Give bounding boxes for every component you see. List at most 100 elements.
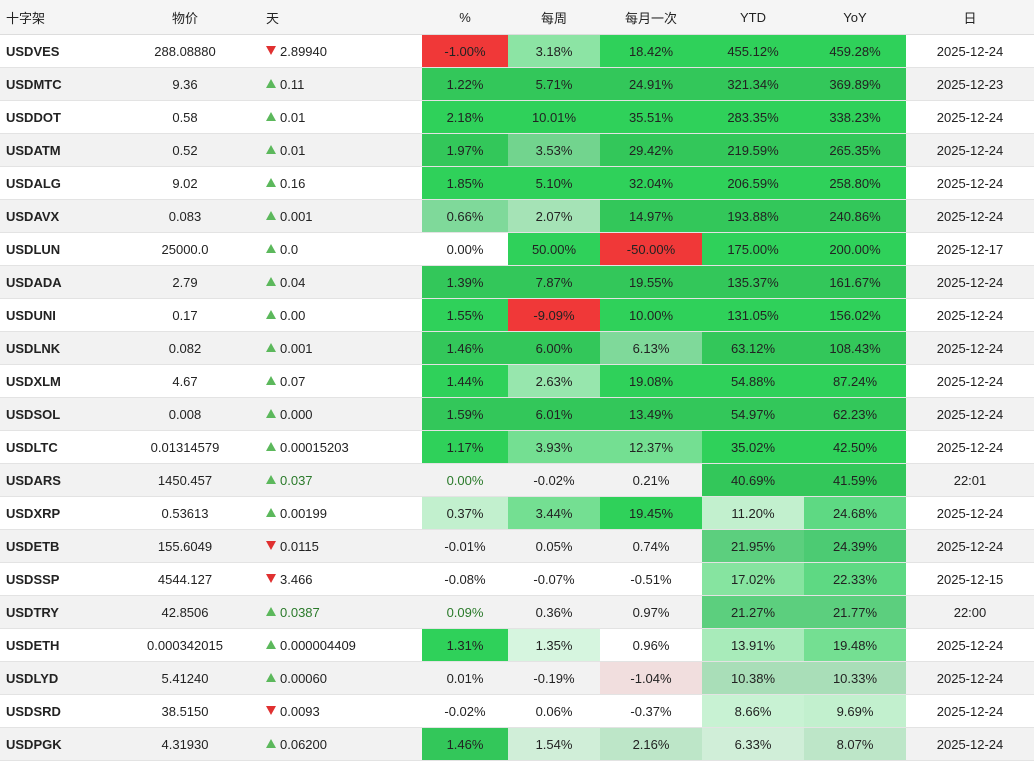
table-row[interactable]: USDPGK 4.31930 0.06200 1.46% 1.54% 2.16% 6.33%… bbox=[0, 727, 1034, 761]
arrow-up-icon bbox=[266, 639, 276, 649]
cell-ytd: 10.38% bbox=[702, 661, 804, 695]
table-row[interactable]: USDDOT 0.58 0.01 2.18% 10.01% 35.51% 283.35% 33… bbox=[0, 100, 1034, 134]
cell-date: 2025-12-23 bbox=[906, 67, 1034, 101]
cell-symbol[interactable]: USDLYD bbox=[0, 661, 110, 695]
table-row[interactable]: USDSOL 0.008 0.000 1.59% 6.01% 13.49% 54.97% 62… bbox=[0, 397, 1034, 431]
cell-day-change: 0.01 bbox=[260, 133, 422, 167]
cell-symbol[interactable]: USDLTC bbox=[0, 430, 110, 464]
header-day[interactable]: 天 bbox=[260, 0, 422, 35]
cell-weekly: 5.10% bbox=[508, 166, 600, 200]
header-yoy[interactable]: YoY bbox=[804, 0, 906, 35]
arrow-up-icon bbox=[266, 408, 276, 418]
cell-symbol[interactable]: USDDOT bbox=[0, 100, 110, 134]
cell-yoy: 24.39% bbox=[804, 529, 906, 563]
header-date[interactable]: 日 bbox=[906, 0, 1034, 35]
table-row[interactable]: USDETB 155.6049 0.0115 -0.01% 0.05% 0.74% 21.9… bbox=[0, 529, 1034, 563]
cell-price: 4544.127 bbox=[110, 562, 260, 596]
table-row[interactable]: USDAVX 0.083 0.001 0.66% 2.07% 14.97% 193.88% 2… bbox=[0, 199, 1034, 233]
cell-price: 155.6049 bbox=[110, 529, 260, 563]
cell-ytd: 63.12% bbox=[702, 331, 804, 365]
arrow-up-icon bbox=[266, 507, 276, 517]
cell-weekly: 3.53% bbox=[508, 133, 600, 167]
cell-percent: 1.17% bbox=[422, 430, 508, 464]
cell-weekly: 2.63% bbox=[508, 364, 600, 398]
cell-ytd: 8.66% bbox=[702, 694, 804, 728]
table-row[interactable]: USDADA 2.79 0.04 1.39% 7.87% 19.55% 135.37% 161… bbox=[0, 265, 1034, 299]
cell-percent: -0.08% bbox=[422, 562, 508, 596]
arrow-down-icon bbox=[266, 705, 276, 715]
table-row[interactable]: USDXRP 0.53613 0.00199 0.37% 3.44% 19.45% 11.2… bbox=[0, 496, 1034, 530]
cell-weekly: 1.35% bbox=[508, 628, 600, 662]
table-row[interactable]: USDXLM 4.67 0.07 1.44% 2.63% 19.08% 54.88% 87.2… bbox=[0, 364, 1034, 398]
cell-symbol[interactable]: USDXLM bbox=[0, 364, 110, 398]
cell-ytd: 455.12% bbox=[702, 34, 804, 68]
day-change-value: 0.01 bbox=[280, 109, 306, 125]
table-row[interactable]: USDLUN 25000.0 0.0 0.00% 50.00% -50.00% 175.00… bbox=[0, 232, 1034, 266]
cell-symbol[interactable]: USDXRP bbox=[0, 496, 110, 530]
header-ytd[interactable]: YTD bbox=[702, 0, 804, 35]
cell-symbol[interactable]: USDETH bbox=[0, 628, 110, 662]
cell-symbol[interactable]: USDSRD bbox=[0, 694, 110, 728]
table-row[interactable]: USDLNK 0.082 0.001 1.46% 6.00% 6.13% 63.12% 108… bbox=[0, 331, 1034, 365]
day-change-value: 0.001 bbox=[280, 340, 313, 356]
cell-monthly: 0.74% bbox=[600, 529, 702, 563]
table-row[interactable]: USDALG 9.02 0.16 1.85% 5.10% 32.04% 206.59% 258… bbox=[0, 166, 1034, 200]
table-row[interactable]: USDUNI 0.17 0.00 1.55% -9.09% 10.00% 131.05% 15… bbox=[0, 298, 1034, 332]
cell-percent: 1.46% bbox=[422, 727, 508, 761]
cell-symbol[interactable]: USDUNI bbox=[0, 298, 110, 332]
cell-yoy: 22.33% bbox=[804, 562, 906, 596]
header-price[interactable]: 物价 bbox=[110, 0, 260, 35]
cell-yoy: 10.33% bbox=[804, 661, 906, 695]
cell-percent: -0.02% bbox=[422, 694, 508, 728]
cell-symbol[interactable]: USDAVX bbox=[0, 199, 110, 233]
cell-symbol[interactable]: USDADA bbox=[0, 265, 110, 299]
cell-date: 2025-12-24 bbox=[906, 694, 1034, 728]
cell-monthly: 29.42% bbox=[600, 133, 702, 167]
cell-symbol[interactable]: USDSOL bbox=[0, 397, 110, 431]
table-row[interactable]: USDSRD 38.5150 0.0093 -0.02% 0.06% -0.37% 8.66… bbox=[0, 694, 1034, 728]
table-row[interactable]: USDVES 288.08880 2.89940 -1.00% 3.18% 18.42% 4… bbox=[0, 34, 1034, 68]
table-row[interactable]: USDTRY 42.8506 0.0387 0.09% 0.36% 0.97% 21.27%… bbox=[0, 595, 1034, 629]
cell-yoy: 9.69% bbox=[804, 694, 906, 728]
cell-symbol[interactable]: USDSSP bbox=[0, 562, 110, 596]
arrow-up-icon bbox=[266, 309, 276, 319]
cell-symbol[interactable]: USDARS bbox=[0, 463, 110, 497]
cell-symbol[interactable]: USDPGK bbox=[0, 727, 110, 761]
cell-weekly: 0.36% bbox=[508, 595, 600, 629]
cell-date: 2025-12-24 bbox=[906, 496, 1034, 530]
cell-day-change: 0.06200 bbox=[260, 727, 422, 761]
cell-symbol[interactable]: USDATM bbox=[0, 133, 110, 167]
cell-symbol[interactable]: USDETB bbox=[0, 529, 110, 563]
table-row[interactable]: USDLYD 5.41240 0.00060 0.01% -0.19% -1.04% 10.… bbox=[0, 661, 1034, 695]
cell-symbol[interactable]: USDLUN bbox=[0, 232, 110, 266]
table-row[interactable]: USDETH 0.000342015 0.000004409 1.31% 1.35% 0.… bbox=[0, 628, 1034, 662]
table-row[interactable]: USDLTC 0.01314579 0.00015203 1.17% 3.93% 12.3… bbox=[0, 430, 1034, 464]
cell-monthly: -1.04% bbox=[600, 661, 702, 695]
cell-yoy: 161.67% bbox=[804, 265, 906, 299]
cell-price: 9.02 bbox=[110, 166, 260, 200]
cell-date: 2025-12-24 bbox=[906, 529, 1034, 563]
cell-symbol[interactable]: USDTRY bbox=[0, 595, 110, 629]
cell-weekly: 0.06% bbox=[508, 694, 600, 728]
table-row[interactable]: USDMTC 9.36 0.11 1.22% 5.71% 24.91% 321.34% 369… bbox=[0, 67, 1034, 101]
cell-symbol[interactable]: USDVES bbox=[0, 34, 110, 68]
header-weekly[interactable]: 每周 bbox=[508, 0, 600, 35]
cell-weekly: 3.93% bbox=[508, 430, 600, 464]
cell-monthly: 19.55% bbox=[600, 265, 702, 299]
cell-yoy: 338.23% bbox=[804, 100, 906, 134]
table-row[interactable]: USDSSP 4544.127 3.466 -0.08% -0.07% -0.51% 17.… bbox=[0, 562, 1034, 596]
cell-symbol[interactable]: USDMTC bbox=[0, 67, 110, 101]
header-symbol[interactable]: 十字架 bbox=[0, 0, 110, 35]
table-row[interactable]: USDARS 1450.457 0.037 0.00% -0.02% 0.21% 40.69… bbox=[0, 463, 1034, 497]
cell-date: 2025-12-24 bbox=[906, 331, 1034, 365]
cell-price: 0.083 bbox=[110, 199, 260, 233]
cell-day-change: 0.0387 bbox=[260, 595, 422, 629]
table-row[interactable]: USDATM 0.52 0.01 1.97% 3.53% 29.42% 219.59% 265… bbox=[0, 133, 1034, 167]
header-monthly[interactable]: 每月一次 bbox=[600, 0, 702, 35]
header-percent[interactable]: % bbox=[422, 0, 508, 35]
cell-symbol[interactable]: USDLNK bbox=[0, 331, 110, 365]
cell-symbol[interactable]: USDALG bbox=[0, 166, 110, 200]
cell-price: 9.36 bbox=[110, 67, 260, 101]
cell-yoy: 87.24% bbox=[804, 364, 906, 398]
cell-date: 2025-12-24 bbox=[906, 364, 1034, 398]
